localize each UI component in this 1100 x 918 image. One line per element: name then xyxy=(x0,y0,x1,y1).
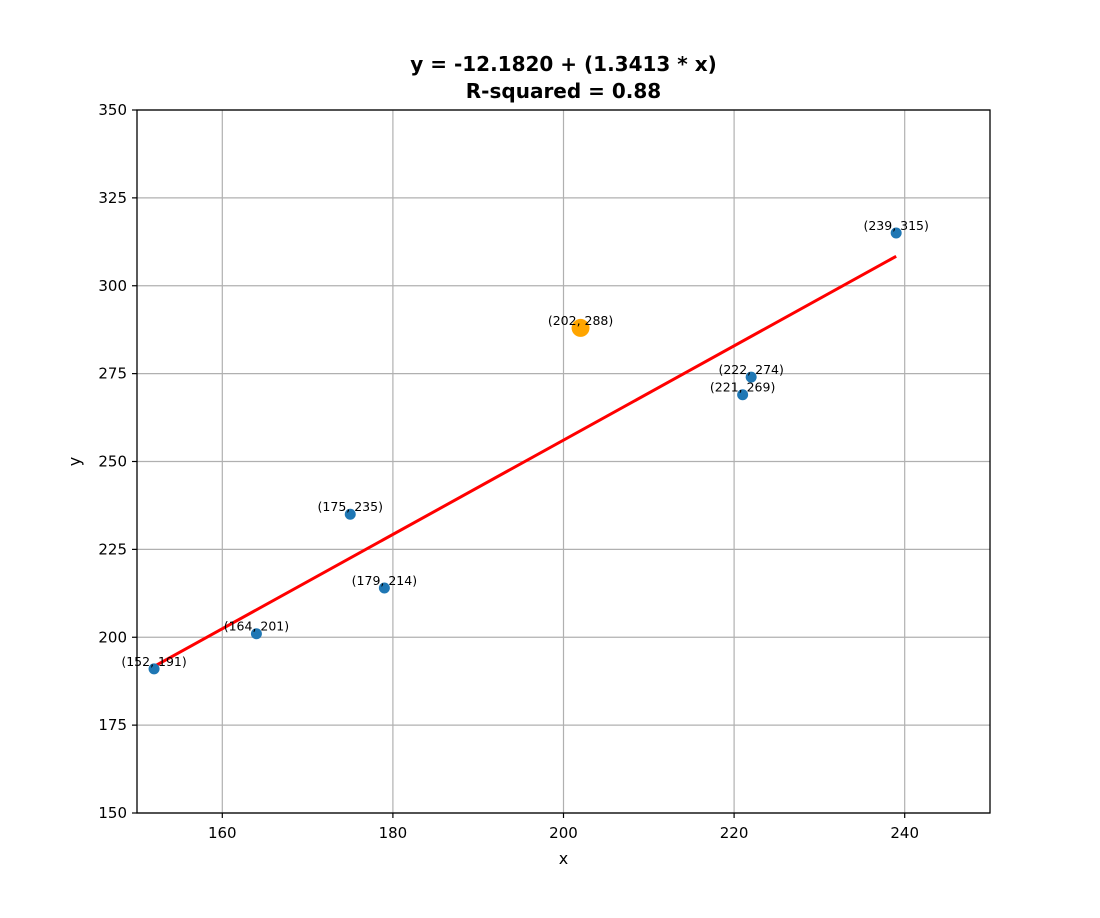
x-tick-label: 220 xyxy=(720,824,749,842)
highlighted-data-point xyxy=(571,318,590,337)
data-point-label: (221, 269) xyxy=(710,380,775,395)
x-axis-label: x xyxy=(559,849,568,868)
x-tick-label: 160 xyxy=(208,824,237,842)
data-point xyxy=(737,389,749,401)
axis-ticks: 160 180 200 220 240 150 175 200 225 250 275 300 325 3… xyxy=(98,101,919,842)
data-point-label: (222, 274) xyxy=(718,362,783,377)
data-point-label: (152, 191) xyxy=(121,654,186,669)
y-axis-label: y xyxy=(65,457,84,466)
regression-line xyxy=(153,254,897,668)
y-tick-label: 350 xyxy=(98,101,127,119)
y-tick-label: 150 xyxy=(98,804,127,822)
x-tick-label: 240 xyxy=(890,824,919,842)
data-point xyxy=(148,663,160,675)
data-point xyxy=(378,582,390,594)
y-tick-label: 175 xyxy=(98,716,127,734)
data-point-label: (164, 201) xyxy=(224,619,289,634)
data-point xyxy=(745,371,757,383)
point-labels: (152, 191) (164, 201) (175, 235) (179, 214)… xyxy=(121,218,929,669)
y-tick-label: 250 xyxy=(98,453,127,471)
data-point-label: (239, 315) xyxy=(863,218,928,233)
data-point xyxy=(250,628,262,640)
data-point-label: (202, 288) xyxy=(548,313,613,328)
x-tick-label: 200 xyxy=(549,824,578,842)
chart-title: y = -12.1820 + (1.3413 * x) xyxy=(410,52,717,76)
data-point xyxy=(890,227,902,239)
data-point xyxy=(344,508,356,520)
y-tick-label: 325 xyxy=(98,189,127,207)
data-point-label: (175, 235) xyxy=(318,499,383,514)
data-points xyxy=(148,227,902,675)
y-tick-label: 275 xyxy=(98,365,127,383)
grid xyxy=(137,109,990,814)
y-tick-label: 200 xyxy=(98,628,127,646)
y-tick-label: 225 xyxy=(98,540,127,558)
chart-subtitle: R-squared = 0.88 xyxy=(466,79,661,103)
data-point-label: (179, 214) xyxy=(352,573,417,588)
y-tick-label: 300 xyxy=(98,277,127,295)
regression-line-layer xyxy=(153,254,897,668)
x-tick-label: 180 xyxy=(379,824,408,842)
